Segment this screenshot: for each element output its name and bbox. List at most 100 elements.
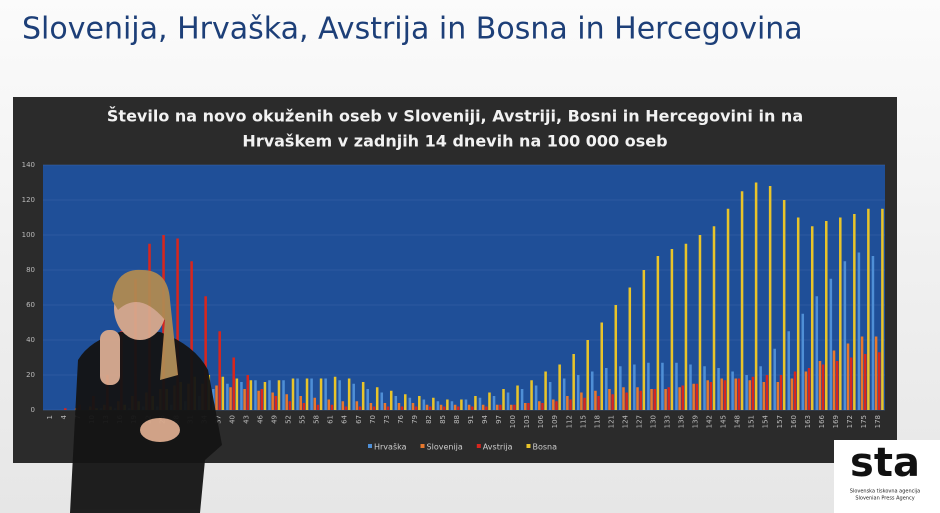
bar	[712, 226, 716, 410]
bar	[877, 352, 881, 410]
x-tick-label: 103	[523, 415, 531, 428]
bar	[857, 252, 861, 410]
x-tick-label: 106	[537, 414, 545, 428]
bar	[347, 378, 351, 410]
bar	[678, 387, 681, 410]
y-tick-label: 20	[26, 371, 35, 379]
logo: sta Slovenska tiskovna agencija Slovenia…	[834, 440, 940, 513]
bar	[670, 249, 674, 410]
x-tick-label: 151	[748, 415, 756, 428]
person-hair	[112, 269, 178, 380]
bar	[502, 389, 505, 410]
x-tick-label: 55	[299, 415, 307, 424]
bar	[232, 357, 235, 410]
bar	[734, 378, 738, 410]
bar	[600, 322, 604, 410]
bar	[516, 385, 519, 410]
bar	[411, 403, 415, 410]
bar	[810, 226, 814, 410]
bar	[839, 217, 842, 410]
bar	[341, 401, 345, 410]
bar	[591, 371, 594, 410]
bar	[807, 368, 811, 410]
x-tick-label: 118	[593, 415, 601, 428]
x-tick-label: 79	[411, 415, 419, 424]
logo-mark: sta	[850, 440, 920, 486]
bar	[586, 340, 589, 410]
bar	[796, 217, 800, 410]
bar	[642, 270, 646, 410]
bar	[572, 354, 575, 410]
bar	[243, 389, 246, 410]
bar	[639, 390, 642, 410]
bar	[176, 238, 179, 410]
chart-title: Število na novo okuženih oseb v Slovenij…	[107, 107, 803, 126]
bar	[773, 348, 776, 410]
bar	[268, 380, 271, 410]
bar	[723, 380, 727, 410]
bar	[305, 378, 309, 410]
bar	[226, 383, 229, 410]
x-tick-label: 157	[776, 415, 784, 428]
interpreter	[70, 269, 222, 513]
bar	[330, 404, 334, 410]
bar	[681, 385, 685, 410]
x-tick-label: 109	[551, 415, 559, 428]
bar	[647, 362, 650, 410]
bar	[611, 394, 614, 410]
x-tick-label: 154	[762, 414, 770, 428]
bar	[664, 389, 667, 410]
y-tick-label: 120	[22, 196, 35, 204]
bar	[759, 366, 762, 410]
bar	[737, 378, 741, 410]
bar	[428, 406, 432, 410]
bar	[229, 387, 232, 410]
bar	[249, 380, 253, 410]
x-tick-label: 172	[846, 415, 854, 428]
bar	[523, 403, 527, 410]
x-tick-label: 163	[804, 415, 812, 428]
bar	[765, 375, 769, 410]
bar	[372, 406, 376, 410]
x-tick-label: 121	[607, 415, 615, 428]
bar	[355, 401, 359, 410]
bar	[204, 296, 207, 410]
x-tick-label: 49	[271, 415, 279, 424]
bar	[650, 389, 653, 410]
bar	[695, 383, 699, 410]
bar	[446, 399, 449, 410]
bar	[706, 380, 709, 410]
x-tick-label: 136	[678, 414, 686, 428]
bar	[299, 396, 302, 410]
bar	[605, 368, 608, 410]
bar	[661, 362, 664, 410]
bar	[633, 364, 636, 410]
y-tick-label: 100	[22, 231, 35, 239]
x-tick-label: 130	[649, 415, 657, 428]
bar	[361, 382, 365, 410]
bar	[240, 382, 243, 410]
x-tick-label: 85	[439, 415, 447, 424]
bar	[541, 403, 544, 410]
legend-label: Slovenija	[427, 443, 463, 452]
bar	[288, 401, 292, 410]
bar	[302, 403, 306, 410]
x-tick-label: 100	[509, 415, 517, 428]
bar	[566, 396, 569, 410]
bar	[495, 404, 499, 410]
legend-swatch	[420, 444, 425, 448]
bar	[488, 392, 491, 410]
bar	[513, 404, 516, 410]
bar	[271, 392, 274, 410]
bar	[853, 214, 856, 410]
bar	[467, 404, 471, 410]
bar	[450, 401, 454, 410]
bar	[569, 399, 572, 410]
bar	[825, 221, 828, 410]
page-title: Slovenija, Hrvaška, Avstrija in Bosna in…	[22, 12, 803, 47]
bar	[375, 387, 379, 410]
x-tick-label: 133	[663, 415, 671, 428]
bar	[492, 396, 496, 410]
y-tick-label: 80	[26, 266, 35, 274]
x-tick-label: 43	[242, 415, 250, 424]
